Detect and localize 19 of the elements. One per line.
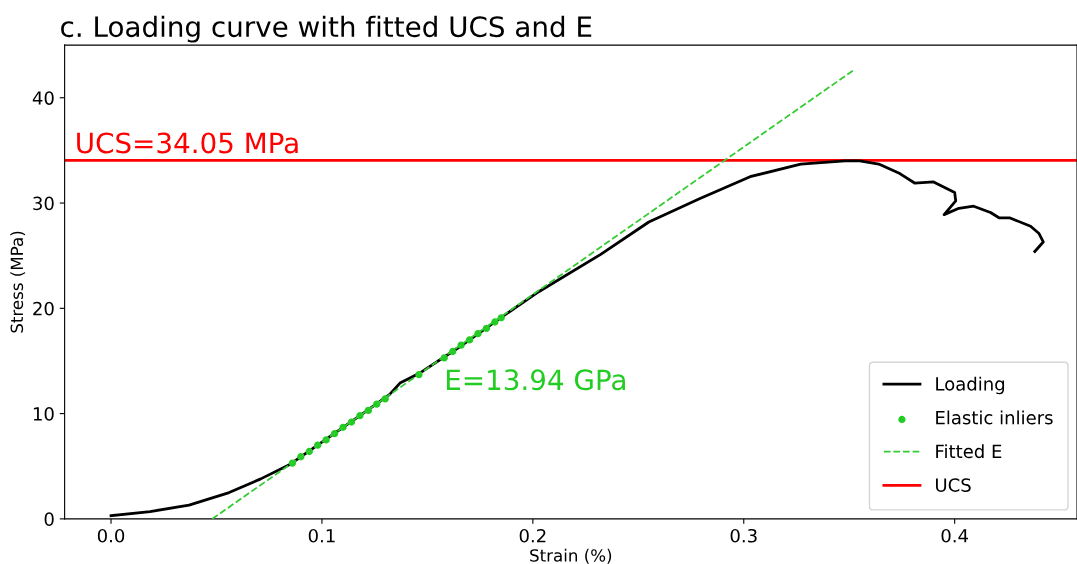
- legend-label: Loading: [936, 376, 1005, 395]
- y-axis-title: Stress (MPa): [10, 231, 26, 333]
- x-tick-label: 0.2: [519, 528, 546, 543]
- annotation: UCS=34.05 MPa: [77, 132, 298, 154]
- x-tick-label: 0.4: [941, 528, 969, 543]
- y-tick-label: 30: [33, 196, 54, 211]
- x-tick-label: 0.3: [730, 528, 757, 543]
- y-tick-label: 20: [33, 301, 54, 316]
- legend-label: Elastic inliers: [936, 410, 1053, 425]
- y-tick-label: 10: [33, 407, 54, 421]
- x-axis-title: Strain (%): [530, 548, 612, 564]
- x-tick-label: 0.0: [97, 528, 125, 543]
- x-tick-label: 0.1: [308, 528, 335, 543]
- y-tick-label: 0: [44, 512, 54, 526]
- chart-title: c. Loading curve with fitted UCS and E: [61, 15, 592, 43]
- y-tick-label: 40: [32, 91, 54, 105]
- legend-label: Fitted E: [936, 444, 1002, 459]
- legend-label: UCS: [936, 478, 971, 492]
- annotation: E=13.94 GPa: [446, 369, 625, 391]
